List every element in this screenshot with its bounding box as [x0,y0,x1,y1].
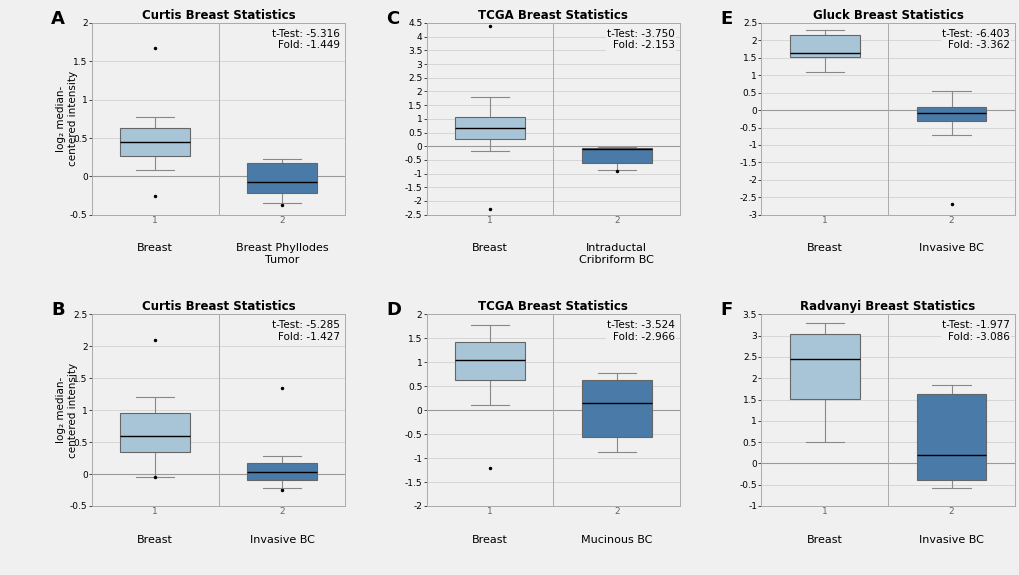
Text: t-Test: -1.977
Fold: -3.086: t-Test: -1.977 Fold: -3.086 [941,320,1009,342]
Title: Curtis Breast Statistics: Curtis Breast Statistics [142,9,296,22]
Bar [247,163,317,193]
Title: Gluck Breast Statistics: Gluck Breast Statistics [812,9,963,22]
Text: Breast: Breast [806,535,842,545]
Text: t-Test: -3.524
Fold: -2.966: t-Test: -3.524 Fold: -2.966 [606,320,675,342]
Bar [916,394,985,480]
Bar [789,35,859,57]
Text: t-Test: -5.316
Fold: -1.449: t-Test: -5.316 Fold: -1.449 [272,29,340,51]
Text: D: D [385,301,400,319]
Text: B: B [51,301,65,319]
Text: E: E [720,10,733,28]
Bar [581,148,651,163]
Bar [454,117,525,139]
Bar [120,128,190,156]
Text: Intraductal
Cribriform BC: Intraductal Cribriform BC [579,243,653,265]
Text: Mucinous BC: Mucinous BC [581,535,652,545]
Text: t-Test: -5.285
Fold: -1.427: t-Test: -5.285 Fold: -1.427 [272,320,340,342]
Y-axis label: log₂ median-
centered intensity: log₂ median- centered intensity [56,71,78,166]
Text: F: F [720,301,733,319]
Text: Breast: Breast [138,535,173,545]
Text: C: C [385,10,398,28]
Text: Breast: Breast [138,243,173,254]
Text: t-Test: -3.750
Fold: -2.153: t-Test: -3.750 Fold: -2.153 [606,29,675,51]
Text: Breast: Breast [472,243,507,254]
Text: Breast: Breast [806,243,842,254]
Title: TCGA Breast Statistics: TCGA Breast Statistics [478,300,628,313]
Text: Invasive BC: Invasive BC [918,243,983,254]
Text: Invasive BC: Invasive BC [918,535,983,545]
Bar [789,334,859,398]
Text: Invasive BC: Invasive BC [250,535,314,545]
Text: Breast Phyllodes
Tumor: Breast Phyllodes Tumor [235,243,328,265]
Bar [120,413,190,452]
Bar [916,106,985,121]
Bar [247,462,317,481]
Text: A: A [51,10,65,28]
Title: Radvanyi Breast Statistics: Radvanyi Breast Statistics [800,300,975,313]
Title: TCGA Breast Statistics: TCGA Breast Statistics [478,9,628,22]
Text: t-Test: -6.403
Fold: -3.362: t-Test: -6.403 Fold: -3.362 [942,29,1009,51]
Title: Curtis Breast Statistics: Curtis Breast Statistics [142,300,296,313]
Bar [454,342,525,381]
Y-axis label: log₂ median-
centered intensity: log₂ median- centered intensity [56,363,78,458]
Bar [581,381,651,436]
Text: Breast: Breast [472,535,507,545]
